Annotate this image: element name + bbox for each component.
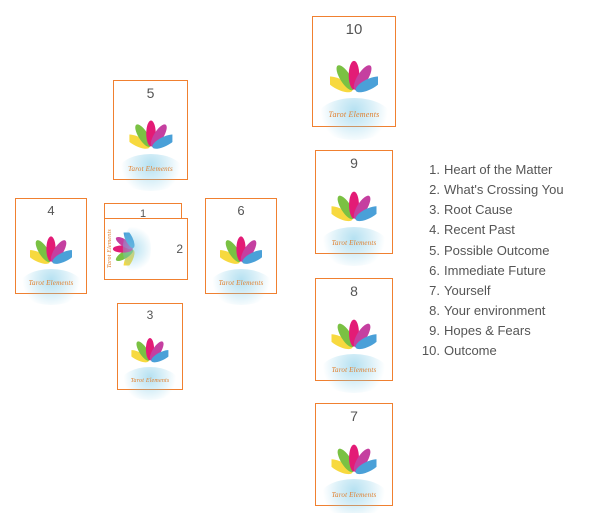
- tarot-card-position-3: 3 Tarot Elements: [117, 303, 183, 390]
- card-number: 7: [316, 408, 392, 424]
- legend-item-number: 5.: [418, 241, 444, 261]
- legend-item-number: 10.: [418, 341, 444, 361]
- petals-icon: [129, 117, 172, 165]
- legend-item-label: Recent Past: [444, 220, 515, 240]
- legend-item-number: 8.: [418, 301, 444, 321]
- legend-item-label: Your environment: [444, 301, 545, 321]
- card-brand-label: Tarot Elements: [118, 378, 182, 384]
- card-brand-label: Tarot Elements: [316, 366, 392, 374]
- petals-icon: [332, 316, 377, 366]
- petals-icon: [110, 233, 148, 266]
- legend-item-number: 2.: [418, 180, 444, 200]
- card-brand-label: Tarot Elements: [313, 110, 395, 119]
- legend-item-label: Immediate Future: [444, 261, 546, 281]
- card-brand-label: Tarot Elements: [114, 165, 187, 173]
- legend-item: 8.Your environment: [418, 301, 564, 321]
- card-number: 3: [118, 308, 182, 322]
- legend-item: 6.Immediate Future: [418, 261, 564, 281]
- legend-item-label: Possible Outcome: [444, 241, 550, 261]
- legend-item-label: Outcome: [444, 341, 497, 361]
- petals-icon: [220, 233, 262, 280]
- card-number: 8: [316, 283, 392, 299]
- legend-item: 3.Root Cause: [418, 200, 564, 220]
- legend-item-number: 4.: [418, 220, 444, 240]
- legend-item-label: Yourself: [444, 281, 491, 301]
- petals-icon: [30, 233, 72, 280]
- legend-item-number: 7.: [418, 281, 444, 301]
- legend-item: 10.Outcome: [418, 341, 564, 361]
- tarot-card-position-9: 9 Tarot Elements: [315, 150, 393, 254]
- legend-item: 1.Heart of the Matter: [418, 160, 564, 180]
- tarot-card-position-2: 2Tarot Elements: [104, 218, 188, 280]
- tarot-card-position-4: 4 Tarot Elements: [15, 198, 87, 294]
- petals-icon: [332, 188, 377, 238]
- legend-item-number: 9.: [418, 321, 444, 341]
- legend-item-label: What's Crossing You: [444, 180, 564, 200]
- card-number: 9: [316, 155, 392, 171]
- card-number: 2: [176, 242, 183, 256]
- legend-item: 5.Possible Outcome: [418, 241, 564, 261]
- position-legend: 1.Heart of the Matter2.What's Crossing Y…: [418, 160, 564, 361]
- legend-item-label: Root Cause: [444, 200, 513, 220]
- tarot-card-position-5: 5 Tarot Elements: [113, 80, 188, 180]
- petals-icon: [131, 335, 168, 377]
- tarot-card-position-8: 8 Tarot Elements: [315, 278, 393, 381]
- tarot-celtic-cross-diagram: 12Tarot Elements3Tarot Elements4Tarot El…: [0, 0, 600, 513]
- card-brand-label: Tarot Elements: [16, 279, 86, 287]
- legend-item: 2.What's Crossing You: [418, 180, 564, 200]
- legend-item: 4.Recent Past: [418, 220, 564, 240]
- tarot-card-position-10: 10 Tarot Elements: [312, 16, 396, 127]
- legend-item-number: 3.: [418, 200, 444, 220]
- petals-icon: [330, 57, 378, 110]
- card-number: 4: [16, 203, 86, 218]
- card-brand-label: Tarot Elements: [316, 239, 392, 247]
- legend-item-label: Heart of the Matter: [444, 160, 552, 180]
- tarot-card-position-7: 7 Tarot Elements: [315, 403, 393, 506]
- tarot-card-position-6: 6 Tarot Elements: [205, 198, 277, 294]
- legend-item-label: Hopes & Fears: [444, 321, 531, 341]
- card-brand-label: Tarot Elements: [316, 491, 392, 499]
- card-number: 6: [206, 203, 276, 218]
- legend-item: 7.Yourself: [418, 281, 564, 301]
- legend-item-number: 1.: [418, 160, 444, 180]
- petals-icon: [332, 441, 377, 491]
- card-number: 5: [114, 85, 187, 101]
- card-number: 10: [313, 21, 395, 38]
- legend-item-number: 6.: [418, 261, 444, 281]
- legend-item: 9.Hopes & Fears: [418, 321, 564, 341]
- card-brand-label: Tarot Elements: [206, 279, 276, 287]
